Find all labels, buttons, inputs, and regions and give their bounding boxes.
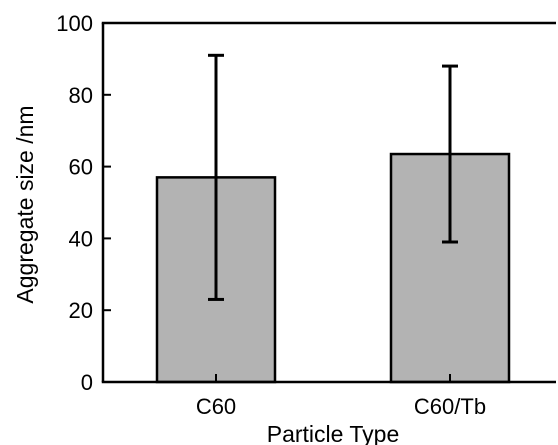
x-tick-label-c60-tb: C60/Tb	[414, 394, 486, 419]
x-tick-label-c60: C60	[196, 394, 236, 419]
axes-group	[101, 21, 556, 384]
y-axis-label: Aggregate size /nm	[12, 105, 38, 303]
x-ticks-group: C60 C60/Tb	[196, 374, 486, 419]
y-tick-label-60: 60	[69, 155, 93, 180]
error-bars-group	[208, 53, 458, 301]
x-axis-label: Particle Type	[267, 421, 400, 445]
y-tick-label-100: 100	[56, 11, 93, 36]
y-tick-label-0: 0	[81, 370, 93, 395]
y-tick-label-20: 20	[69, 298, 93, 323]
y-ticks-group: 0 20 40 60 80 100	[56, 11, 111, 395]
y-tick-label-80: 80	[69, 83, 93, 108]
y-tick-label-40: 40	[69, 226, 93, 251]
bars-group	[155, 152, 511, 384]
